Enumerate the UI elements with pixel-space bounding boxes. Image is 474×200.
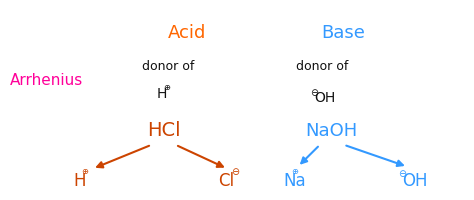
Text: NaOH: NaOH (306, 121, 358, 139)
Text: Arrhenius: Arrhenius (9, 73, 83, 87)
Text: Na: Na (283, 171, 306, 189)
Text: H: H (73, 171, 86, 189)
Text: ⊖: ⊖ (310, 88, 319, 98)
Text: OH: OH (402, 171, 428, 189)
Text: donor of: donor of (142, 60, 194, 72)
Text: ⊕: ⊕ (291, 167, 298, 175)
Text: Cl: Cl (218, 171, 234, 189)
Text: H: H (156, 87, 167, 101)
Text: donor of: donor of (296, 60, 348, 72)
Text: ⊕: ⊕ (82, 167, 89, 175)
Text: OH: OH (314, 91, 336, 105)
Text: Acid: Acid (168, 24, 206, 42)
Text: HCl: HCl (147, 121, 180, 139)
Text: ⊖: ⊖ (231, 166, 239, 176)
Text: ⊖: ⊖ (398, 168, 406, 178)
Text: ⊕: ⊕ (164, 83, 171, 91)
Text: Base: Base (322, 24, 365, 42)
